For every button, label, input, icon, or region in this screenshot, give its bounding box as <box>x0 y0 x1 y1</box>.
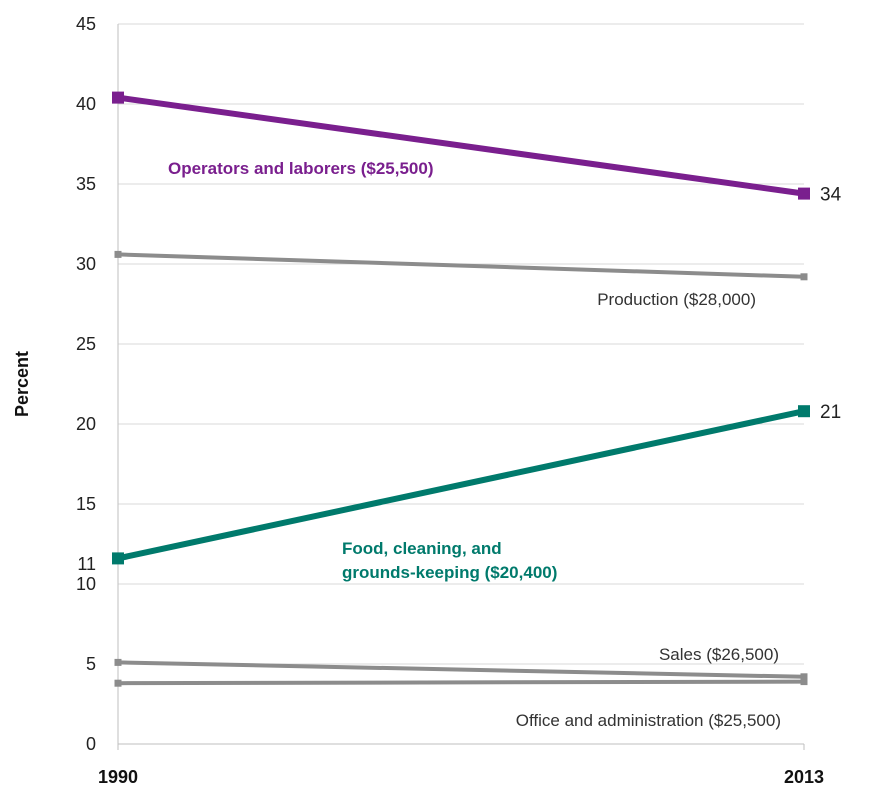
data-point <box>112 552 124 565</box>
end-value-label: 34 <box>820 185 842 206</box>
x-tick-label: 1990 <box>98 767 138 787</box>
data-point <box>800 673 808 681</box>
series-label-line: Food, cleaning, and <box>342 539 502 558</box>
series-label-line: Sales ($26,500) <box>659 645 779 664</box>
series-line <box>117 252 805 279</box>
y-tick-label: 5 <box>86 654 96 674</box>
y-tick-label: 15 <box>76 494 96 514</box>
series-4 <box>114 678 808 687</box>
data-point <box>798 405 810 418</box>
data-point <box>112 91 124 104</box>
y-tick-label: 25 <box>76 334 96 354</box>
series-label: Food, cleaning, and grounds-keeping ($20,… <box>342 539 557 582</box>
series-label-line: grounds-keeping ($20,400) <box>342 563 557 582</box>
y-tick-label-extra: 11 <box>77 554 96 574</box>
data-point <box>114 679 122 687</box>
y-tick-label: 10 <box>76 574 96 594</box>
y-tick-label: 35 <box>76 174 96 194</box>
y-axis-ticks: 0 5 10 15 20 25 30 35 40 45 11 <box>76 14 96 754</box>
y-tick-label: 30 <box>76 254 96 274</box>
series-0 <box>112 91 810 200</box>
x-tick-label: 2013 <box>784 767 824 787</box>
data-point <box>114 250 122 258</box>
data-point <box>798 187 810 200</box>
end-value-label: 21 <box>820 402 841 423</box>
x-axis-ticks: 1990 2013 <box>98 767 824 787</box>
series-label-line: Office and administration ($25,500) <box>516 711 781 730</box>
data-point <box>800 273 808 281</box>
data-point <box>800 678 808 686</box>
axes <box>117 24 805 750</box>
series-line <box>117 408 805 562</box>
y-tick-label: 45 <box>76 14 96 34</box>
series-line <box>117 660 805 679</box>
series-3 <box>114 658 808 681</box>
series-label-line: Production ($28,000) <box>597 290 756 309</box>
series-label: Operators and laborers ($25,500) <box>168 159 434 178</box>
series-label: Office and administration ($25,500) <box>516 711 781 730</box>
series-label: Sales ($26,500) <box>659 645 779 664</box>
series-2 <box>112 405 810 565</box>
series-group <box>112 91 810 687</box>
series-line <box>117 679 805 686</box>
data-point <box>114 658 122 666</box>
y-tick-label: 40 <box>76 94 96 114</box>
series-labels: Operators and laborers ($25,500) 34 Produc… <box>168 159 842 730</box>
y-tick-label: 0 <box>86 734 96 754</box>
y-axis-label: Percent <box>12 351 32 417</box>
y-tick-label: 20 <box>76 414 96 434</box>
series-1 <box>114 250 808 281</box>
series-label: Production ($28,000) <box>597 290 756 309</box>
series-line <box>117 94 805 197</box>
series-label-line: Operators and laborers ($25,500) <box>168 159 434 178</box>
